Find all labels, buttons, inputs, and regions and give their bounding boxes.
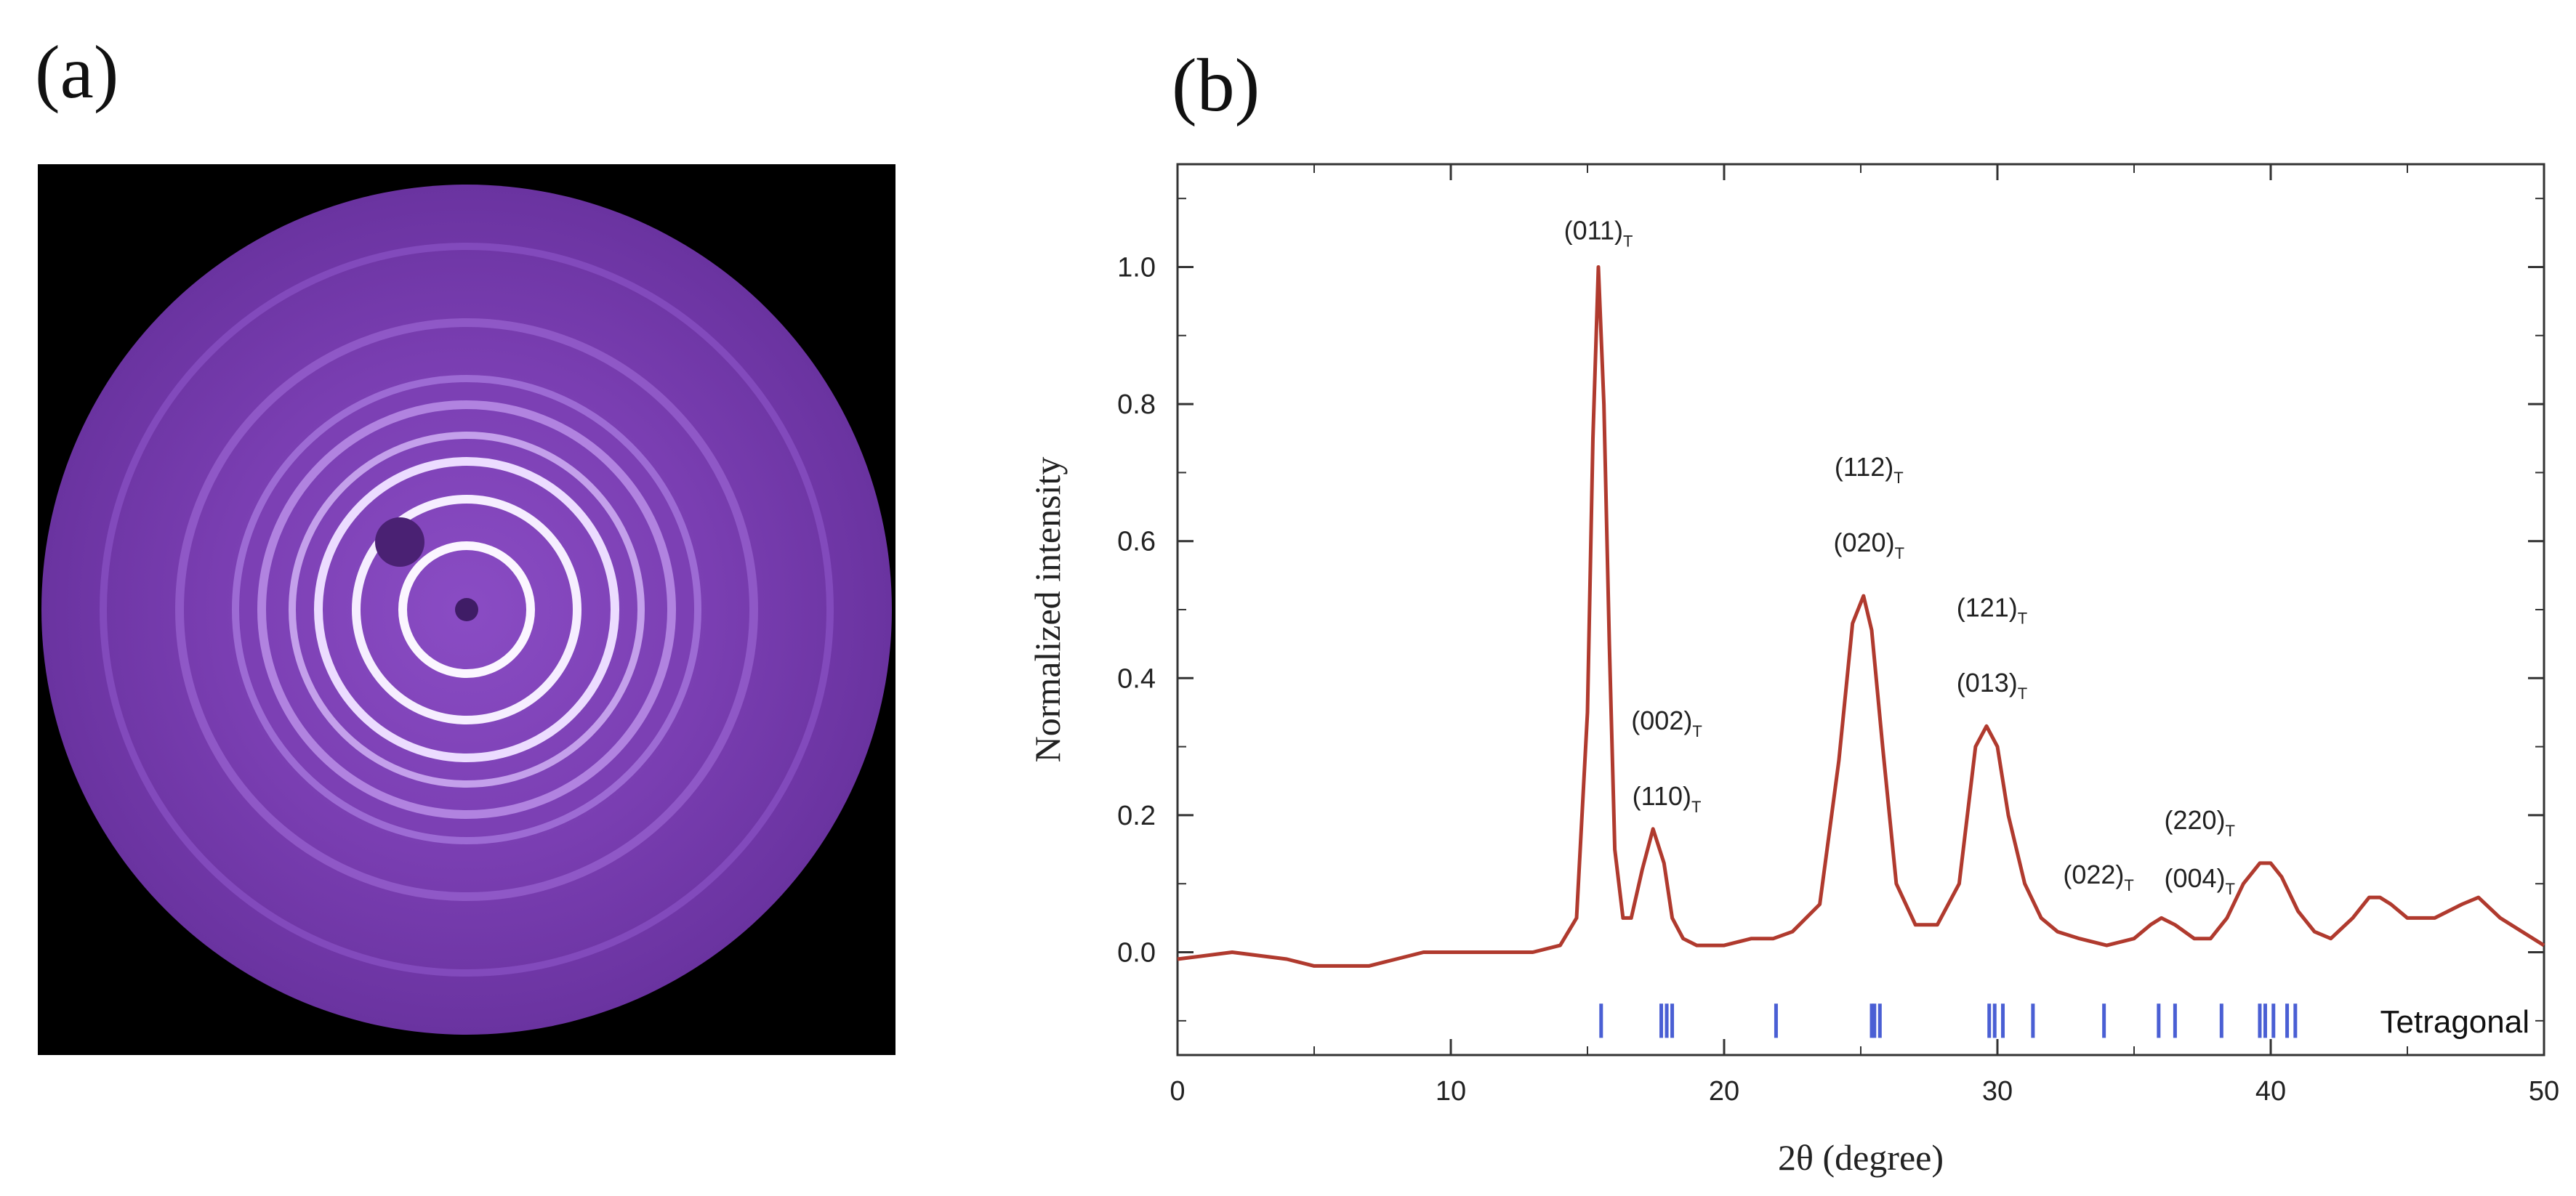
peak-annotation: (011)T — [1564, 216, 1633, 251]
y-tick-label: 0.0 — [1117, 938, 1156, 969]
peak-annotation: (022)T — [2063, 860, 2134, 894]
diffraction-ring — [257, 400, 676, 819]
y-tick-label: 0.6 — [1117, 527, 1156, 557]
diffraction-ring — [232, 375, 701, 844]
diffraction-ring-bright — [398, 541, 535, 678]
peak-annotation: (110)T — [1633, 781, 1702, 816]
x-tick-label: 0 — [1170, 1076, 1185, 1107]
panel-a-label: (a) — [35, 31, 119, 114]
x-axis-title: 2θ (degree) — [1778, 1137, 1944, 1178]
peak-annotation: (002)T — [1631, 706, 1702, 740]
diffraction-ring-bright — [314, 457, 619, 762]
y-tick-label: 0.4 — [1117, 663, 1156, 694]
peak-annotation: (013)T — [1957, 668, 2028, 703]
y-tick-label: 0.8 — [1117, 389, 1156, 420]
xrd-curve — [1177, 265, 2545, 968]
y-tick-label: 0.2 — [1117, 801, 1156, 831]
peak-annotation: (004)T — [2164, 863, 2235, 898]
diffraction-ring — [289, 432, 645, 788]
y-axis-title: Normalized intensity — [1027, 457, 1068, 763]
reference-label: Tetragonal — [2380, 1004, 2529, 1040]
plot-frame — [1176, 163, 2545, 1056]
diffraction-ring-outer — [100, 243, 834, 977]
peak-annotation: (220)T — [2164, 805, 2235, 840]
beam-center — [455, 598, 478, 621]
diffraction-ring — [175, 318, 758, 901]
y-tick-label: 1.0 — [1117, 252, 1156, 283]
peak-annotation: (020)T — [1834, 528, 1905, 562]
panel-b-label: (b) — [1172, 44, 1260, 127]
x-tick-label: 10 — [1436, 1076, 1466, 1107]
x-tick-label: 30 — [1982, 1076, 2013, 1107]
peak-annotation: (112)T — [1835, 452, 1904, 487]
diffraction-ring-bright — [352, 495, 581, 724]
x-tick-label: 20 — [1709, 1076, 1739, 1107]
beam-stop — [375, 517, 424, 567]
x-tick-label: 40 — [2255, 1076, 2286, 1107]
diffraction-pattern-image — [38, 164, 895, 1055]
peak-annotation: (121)T — [1957, 592, 2028, 627]
x-tick-label: 50 — [2529, 1076, 2559, 1107]
